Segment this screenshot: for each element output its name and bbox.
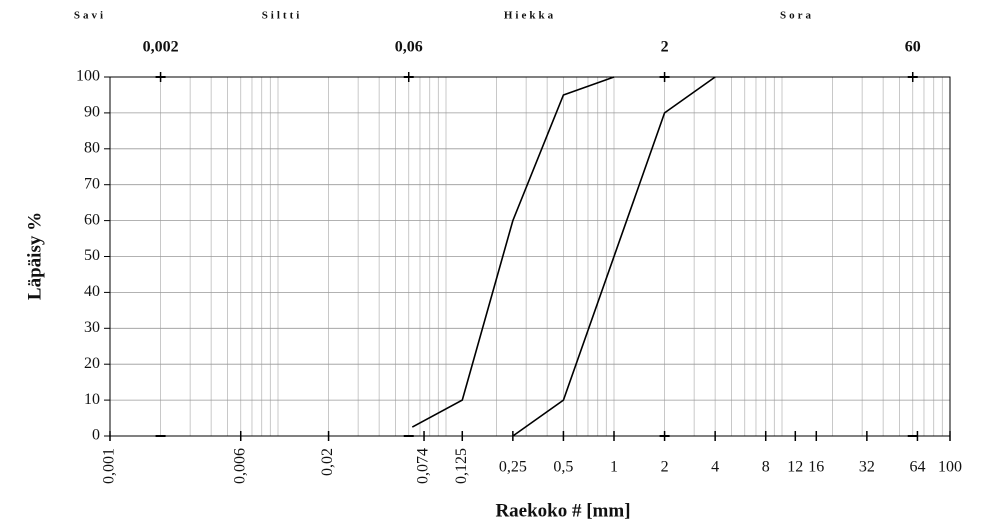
y-tick-label: 100 — [76, 68, 100, 85]
data-line — [512, 76, 716, 437]
y-tick-label: 10 — [84, 391, 100, 408]
x2-tick-label: 0,002 — [143, 39, 179, 56]
x-tick-label: 8 — [762, 459, 770, 476]
x-tick-label: 0,001 — [101, 448, 118, 484]
x-tick-label: 64 — [909, 459, 925, 476]
y-tick-label: 70 — [84, 175, 100, 192]
y-tick-label: 50 — [84, 247, 100, 264]
x-tick-label: 4 — [711, 459, 719, 476]
x-tick-label: 0,5 — [553, 459, 573, 476]
x-axis-title: Raekoko # [mm] — [495, 500, 630, 521]
x-tick-label: 12 — [787, 459, 803, 476]
x-tick-label: 0,25 — [499, 459, 527, 476]
y-tick-label: 60 — [84, 211, 100, 228]
y-tick-label: 40 — [84, 283, 100, 300]
y-tick-label: 0 — [92, 427, 100, 444]
x2-tick-label: 0,06 — [395, 39, 423, 56]
y-tick-label: 20 — [84, 355, 100, 372]
zone-label: Hiekka — [504, 10, 556, 22]
data-line — [411, 76, 615, 428]
x-tick-label: 100 — [938, 459, 962, 476]
zone-label: Savi — [74, 10, 106, 22]
plot-frame — [109, 76, 951, 437]
zone-label: Siltti — [262, 10, 303, 22]
x-tick-label: 0,02 — [319, 448, 336, 476]
zone-label: Sora — [780, 10, 814, 22]
x-tick-label: 16 — [808, 459, 824, 476]
y-tick-label: 30 — [84, 319, 100, 336]
x-tick-label: 0,074 — [415, 448, 432, 484]
x2-tick-label: 2 — [661, 39, 669, 56]
y-tick-label: 90 — [84, 104, 100, 121]
x2-tick-label: 60 — [905, 39, 921, 56]
x-tick-label: 0,006 — [231, 448, 248, 484]
x-tick-label: 32 — [859, 459, 875, 476]
y-axis-title: Läpäisy % — [24, 212, 45, 300]
y-tick-label: 80 — [84, 139, 100, 156]
x-tick-label: 1 — [610, 459, 618, 476]
x-tick-label: 2 — [661, 459, 669, 476]
x-tick-label: 0,125 — [453, 448, 470, 484]
